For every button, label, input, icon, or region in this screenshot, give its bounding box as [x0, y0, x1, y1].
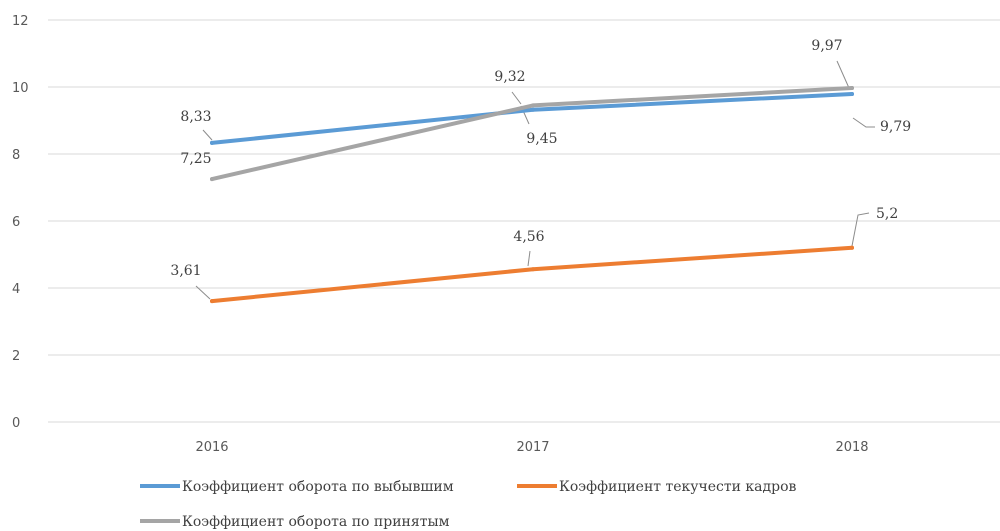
data-point: [210, 140, 214, 145]
data-label: 4,56: [513, 229, 544, 245]
label-leader-line: [836, 60, 850, 89]
gridlines: [48, 19, 1000, 423]
y-tick-label: 6: [12, 215, 20, 230]
data-point: [210, 177, 214, 182]
y-tick-label: 4: [12, 282, 20, 297]
series-line: [210, 245, 854, 304]
label-leader-line: [851, 212, 870, 247]
data-point: [531, 103, 535, 108]
y-tick-label: 12: [12, 14, 29, 29]
data-point: [850, 245, 854, 250]
y-tick-label: 0: [12, 416, 20, 431]
data-label: 8,33: [180, 109, 211, 125]
x-axis-ticks: 2016 2017 2018: [195, 440, 868, 455]
data-label: 9,79: [880, 119, 911, 135]
label-leader-line: [202, 129, 213, 141]
data-label: 9,45: [526, 131, 557, 147]
x-tick-label: 2016: [195, 440, 228, 455]
legend-label: Коэффициент текучести кадров: [559, 479, 797, 495]
y-axis-ticks: 0 2 4 6 8 10 12: [12, 14, 29, 431]
label-leader-line: [852, 117, 875, 128]
data-point: [210, 299, 214, 304]
data-point: [531, 107, 535, 112]
data-label: 5,2: [876, 206, 898, 222]
y-tick-label: 2: [12, 349, 20, 364]
x-tick-label: 2018: [835, 440, 868, 455]
y-tick-label: 8: [12, 148, 20, 163]
legend-label: Коэффициент оборота по принятым: [182, 514, 450, 530]
legend-label: Коэффициент оборота по выбывшим: [182, 479, 454, 495]
x-tick-label: 2017: [516, 440, 549, 455]
data-point: [531, 267, 535, 272]
label-leader-line: [195, 285, 211, 300]
data-label: 7,25: [180, 151, 211, 167]
data-label: 9,32: [494, 69, 525, 85]
data-label: 9,97: [811, 38, 842, 54]
data-labels: 8,33 9,32 9,79 3,61 4,56 5,2 7,25 9,45 9,97: [170, 38, 911, 279]
label-leader-line: [527, 250, 531, 267]
series-lines: [210, 86, 854, 304]
y-tick-label: 10: [12, 81, 29, 96]
label-leader-line: [511, 91, 522, 105]
data-label: 3,61: [170, 263, 201, 279]
legend: Коэффициент оборота по выбывшим Коэффицие…: [140, 479, 797, 530]
data-point: [850, 92, 854, 96]
data-point: [850, 86, 854, 90]
